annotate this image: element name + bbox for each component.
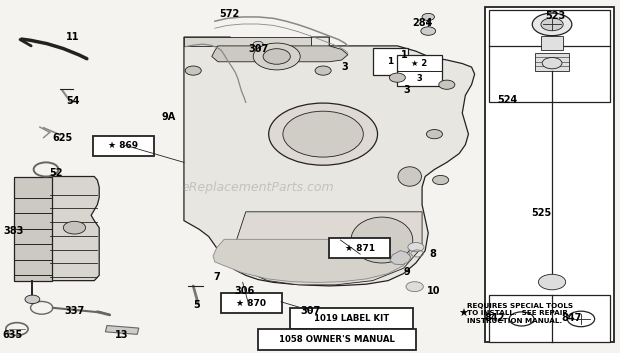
Polygon shape (184, 37, 311, 46)
Text: 625: 625 (52, 133, 72, 143)
Text: 1058 OWNER'S MANUAL: 1058 OWNER'S MANUAL (279, 335, 395, 344)
Bar (105, 325, 139, 334)
Text: TO INSTALL.  SEE REPAIR: TO INSTALL. SEE REPAIR (467, 311, 567, 316)
Text: 523: 523 (545, 11, 565, 20)
FancyBboxPatch shape (489, 295, 610, 342)
Circle shape (263, 49, 290, 64)
Circle shape (253, 41, 263, 47)
Circle shape (389, 73, 405, 82)
Circle shape (253, 43, 300, 70)
Circle shape (427, 130, 443, 139)
Ellipse shape (351, 217, 413, 263)
Text: 525: 525 (531, 208, 552, 217)
Polygon shape (236, 212, 422, 285)
Circle shape (433, 175, 449, 185)
Text: ★ 871: ★ 871 (345, 244, 374, 253)
Text: 572: 572 (219, 9, 239, 19)
Circle shape (406, 282, 423, 292)
Polygon shape (390, 251, 411, 265)
Text: 284: 284 (412, 18, 432, 28)
Text: 524: 524 (497, 95, 518, 104)
Text: 11: 11 (66, 32, 79, 42)
Text: 306: 306 (234, 286, 255, 295)
Text: ★: ★ (458, 309, 468, 319)
Text: REQUIRES SPECIAL TOOLS: REQUIRES SPECIAL TOOLS (467, 303, 573, 309)
Text: 7: 7 (213, 272, 220, 282)
Text: 5: 5 (193, 300, 200, 310)
Text: 383: 383 (4, 226, 24, 236)
Circle shape (541, 18, 563, 31)
Polygon shape (184, 37, 475, 286)
Circle shape (421, 27, 436, 35)
Circle shape (63, 221, 86, 234)
Circle shape (268, 103, 378, 165)
Polygon shape (14, 176, 52, 281)
FancyBboxPatch shape (397, 55, 442, 86)
Ellipse shape (398, 167, 422, 186)
Circle shape (422, 13, 435, 20)
Text: INSTRUCTION MANUAL.: INSTRUCTION MANUAL. (467, 318, 562, 324)
Text: 307: 307 (301, 306, 321, 316)
Text: 10: 10 (427, 286, 440, 296)
FancyBboxPatch shape (258, 329, 416, 350)
Circle shape (283, 111, 363, 157)
Circle shape (185, 66, 202, 75)
Circle shape (439, 80, 455, 89)
Polygon shape (213, 239, 410, 282)
Text: 337: 337 (64, 306, 84, 316)
FancyBboxPatch shape (93, 136, 154, 156)
Text: 3: 3 (417, 74, 422, 83)
Text: 9: 9 (403, 267, 410, 277)
Bar (534, 53, 569, 71)
Circle shape (538, 274, 565, 290)
Circle shape (408, 243, 424, 252)
Text: 307: 307 (248, 44, 268, 54)
Polygon shape (212, 46, 348, 62)
FancyBboxPatch shape (485, 7, 614, 342)
Text: ★ 870: ★ 870 (236, 299, 267, 308)
Text: 1: 1 (388, 57, 394, 66)
Text: 635: 635 (2, 330, 23, 340)
Text: ★ 2: ★ 2 (412, 59, 428, 68)
Text: 3: 3 (342, 62, 348, 72)
Circle shape (542, 58, 562, 69)
Text: 1019 LABEL KIT: 1019 LABEL KIT (314, 314, 389, 323)
Text: 1: 1 (401, 50, 408, 60)
FancyBboxPatch shape (489, 10, 610, 102)
Circle shape (315, 66, 331, 75)
FancyBboxPatch shape (221, 293, 281, 313)
Text: 9A: 9A (161, 112, 175, 122)
Text: 54: 54 (66, 96, 79, 106)
FancyBboxPatch shape (290, 308, 413, 329)
Text: 842: 842 (484, 313, 505, 323)
Circle shape (532, 13, 572, 36)
Text: eReplacementParts.com: eReplacementParts.com (182, 181, 334, 193)
Polygon shape (48, 176, 99, 281)
Text: ★ 869: ★ 869 (108, 141, 138, 150)
Text: 52: 52 (49, 168, 63, 178)
FancyBboxPatch shape (373, 48, 409, 75)
Bar (541, 36, 563, 50)
FancyBboxPatch shape (329, 238, 390, 258)
Text: 8: 8 (429, 249, 436, 259)
Text: 3: 3 (404, 85, 410, 95)
Circle shape (25, 295, 40, 304)
Text: 847: 847 (561, 313, 582, 323)
Text: 13: 13 (115, 330, 129, 340)
